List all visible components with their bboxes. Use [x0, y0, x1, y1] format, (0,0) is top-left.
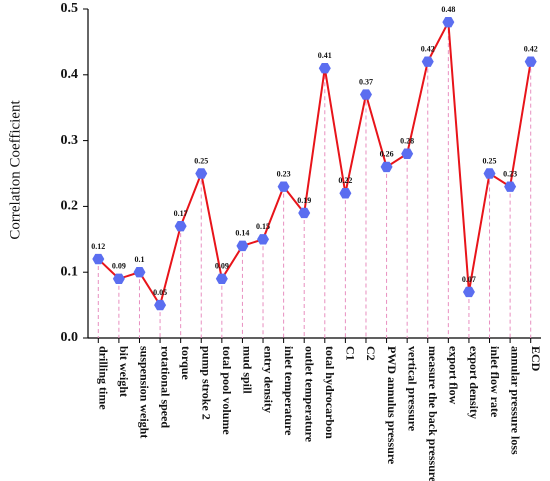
x-tick-label: torque [179, 346, 193, 380]
value-label: 0.1 [134, 255, 144, 264]
x-tick-label: annular pressure loss [508, 346, 522, 455]
x-tick-label: entry density [261, 346, 275, 413]
x-tick-label: ECD [529, 346, 543, 372]
marker [504, 181, 517, 192]
y-tick-label: 0.3 [61, 133, 79, 148]
value-label: 0.48 [441, 5, 455, 14]
value-label: 0.37 [359, 77, 373, 86]
value-label: 0.19 [297, 196, 311, 205]
marker [359, 89, 372, 100]
x-tick-label: outlet temperature [302, 346, 316, 443]
marker [318, 63, 331, 74]
y-tick-label: 0.5 [61, 1, 79, 16]
value-label: 0.25 [194, 156, 208, 165]
x-tick-label: rotational speed [158, 346, 172, 428]
x-tick-label: pump stroke 2 [200, 346, 214, 420]
marker [524, 56, 537, 67]
marker [257, 234, 270, 245]
y-tick-label: 0.1 [61, 264, 79, 279]
x-tick-label: C1 [344, 346, 358, 361]
x-tick-label: C2 [364, 346, 378, 361]
marker [195, 168, 208, 179]
marker [462, 286, 475, 298]
marker [483, 168, 496, 179]
value-label: 0.42 [524, 44, 538, 53]
marker [277, 181, 290, 192]
value-label: 0.17 [174, 209, 188, 218]
value-label: 0.12 [91, 242, 105, 251]
value-label: 0.23 [277, 169, 291, 178]
value-label: 0.41 [318, 51, 332, 60]
value-label: 0.15 [256, 222, 270, 231]
y-tick-label: 0.2 [61, 199, 79, 214]
marker [298, 207, 311, 219]
x-tick-label: vertical pressure [405, 346, 419, 432]
x-tick-label: inlet flow rate [488, 346, 502, 418]
marker [174, 220, 187, 232]
value-label: 0.14 [235, 229, 249, 238]
x-tick-label: total hydrocarbon [323, 346, 337, 439]
value-label: 0.09 [215, 262, 229, 271]
x-tick-label: mud spill [241, 346, 255, 394]
marker [421, 56, 434, 67]
y-tick-label: 0.0 [61, 330, 79, 345]
value-label: 0.25 [483, 156, 497, 165]
x-tick-label: bit weight [117, 346, 131, 397]
x-tick-label: suspension weight [138, 346, 152, 438]
x-tick-label: inlet temperature [282, 346, 296, 436]
x-tick-label: PWD annulus pressure [385, 346, 399, 465]
value-label: 0.26 [380, 150, 394, 159]
value-label: 0.42 [421, 44, 435, 53]
y-axis-label: Correlation Coefficient [7, 100, 23, 240]
y-tick-label: 0.4 [61, 67, 79, 82]
x-tick-label: export density [467, 346, 481, 419]
value-label: 0.07 [462, 275, 476, 284]
marker [236, 240, 249, 252]
marker [215, 273, 228, 284]
marker [112, 273, 125, 284]
x-tick-label: total pool volume [220, 346, 234, 435]
marker [133, 267, 146, 278]
value-label: 0.28 [400, 137, 414, 146]
marker [92, 253, 105, 265]
marker [380, 161, 393, 173]
value-label: 0.23 [503, 169, 517, 178]
x-tick-label: drilling time [97, 346, 111, 410]
marker [154, 299, 167, 311]
value-label: 0.09 [112, 262, 126, 271]
x-tick-label: export flow [447, 346, 461, 405]
line-series [97, 18, 532, 308]
marker [442, 16, 455, 28]
x-tick-label: measure the back pressure [426, 346, 440, 481]
marker [339, 188, 352, 199]
value-label: 0.22 [338, 176, 352, 185]
value-label: 0.05 [153, 288, 167, 297]
marker [401, 148, 414, 159]
